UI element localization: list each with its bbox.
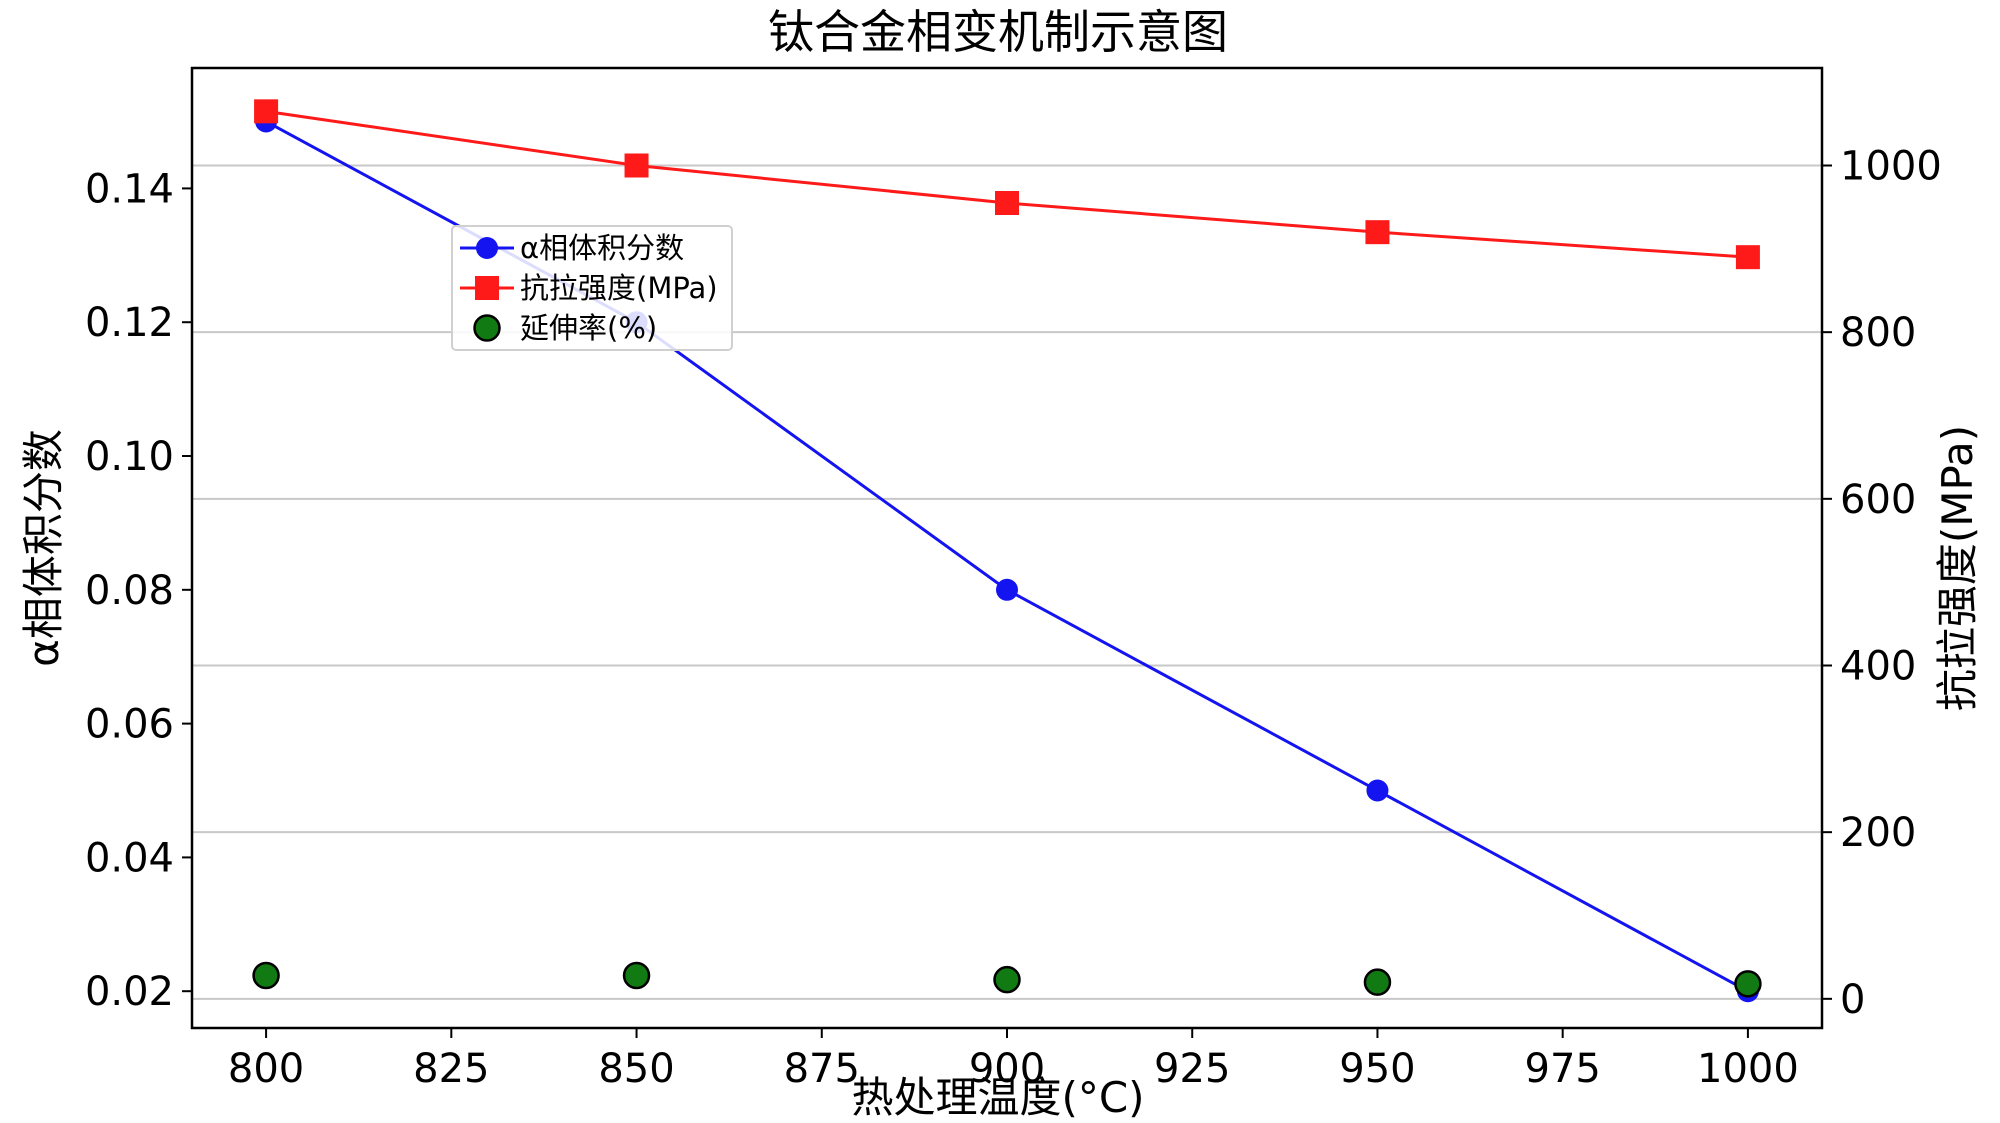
y-right-tick-label: 600 (1840, 477, 1916, 523)
y-left-tick-label: 0.06 (85, 702, 174, 748)
legend-box (451, 225, 733, 351)
alpha-point (996, 578, 1018, 601)
y-left-tick-label: 0.12 (85, 300, 174, 346)
x-axis-title: 热处理温度(°C) (851, 1073, 1144, 1122)
y-axis-title-left: α相体积分数 (19, 429, 68, 667)
y-left-tick-label: 0.04 (85, 835, 174, 881)
x-tick-label: 825 (413, 1046, 489, 1092)
grid-lines (192, 164, 1822, 1000)
x-tick-label: 950 (1339, 1046, 1415, 1092)
elongation-point (622, 961, 651, 990)
legend-label-alpha: α相体积分数 (520, 231, 684, 265)
y-axis-title-right: 抗拉强度(MPa) (1933, 425, 1982, 711)
x-tick-label: 875 (784, 1046, 860, 1092)
elongation-point (993, 965, 1021, 994)
legend-marker-elongation (473, 314, 501, 342)
strength-point (1735, 245, 1760, 270)
chart-title: 钛合金相变机制示意图 (768, 5, 1228, 59)
legend-marker-alpha (476, 237, 498, 259)
x-tick-label: 900 (969, 1046, 1045, 1092)
elongation-point (1363, 968, 1392, 996)
alpha-point (1366, 779, 1389, 802)
x-tick-label: 850 (598, 1046, 674, 1092)
y-right-tick-label: 0 (1840, 977, 1865, 1023)
legend-label-strength: 抗拉强度(MPa) (520, 271, 718, 305)
x-tick-label: 925 (1154, 1046, 1230, 1092)
y-right-tick-label: 200 (1840, 810, 1916, 856)
legend-label-elongation: 延伸率(%) (520, 311, 657, 345)
elongation-point (252, 961, 280, 990)
strength-point (995, 191, 1019, 215)
y-left-tick-label: 0.08 (85, 568, 174, 614)
y-left-tick-label: 0.02 (85, 969, 174, 1015)
x-tick-label: 975 (1525, 1046, 1601, 1092)
strength-point (624, 153, 649, 178)
strength-point (254, 99, 279, 124)
x-tick-label: 1000 (1697, 1046, 1799, 1092)
elongation-point (1734, 970, 1762, 998)
y-right-tick-label: 400 (1840, 644, 1916, 690)
legend-marker-strength (475, 276, 499, 300)
x-tick-label: 800 (228, 1046, 304, 1092)
y-right-tick-label: 800 (1840, 310, 1916, 356)
y-right-tick-label: 1000 (1840, 144, 1942, 190)
y-left-tick-label: 0.10 (85, 434, 174, 480)
strength-point (1365, 220, 1390, 245)
tick-layer: 800 825 850 875 900 925 950 975 1000 0.02 0.04 0.06… (85, 144, 1942, 1093)
y-left-tick-label: 0.14 (85, 166, 174, 212)
